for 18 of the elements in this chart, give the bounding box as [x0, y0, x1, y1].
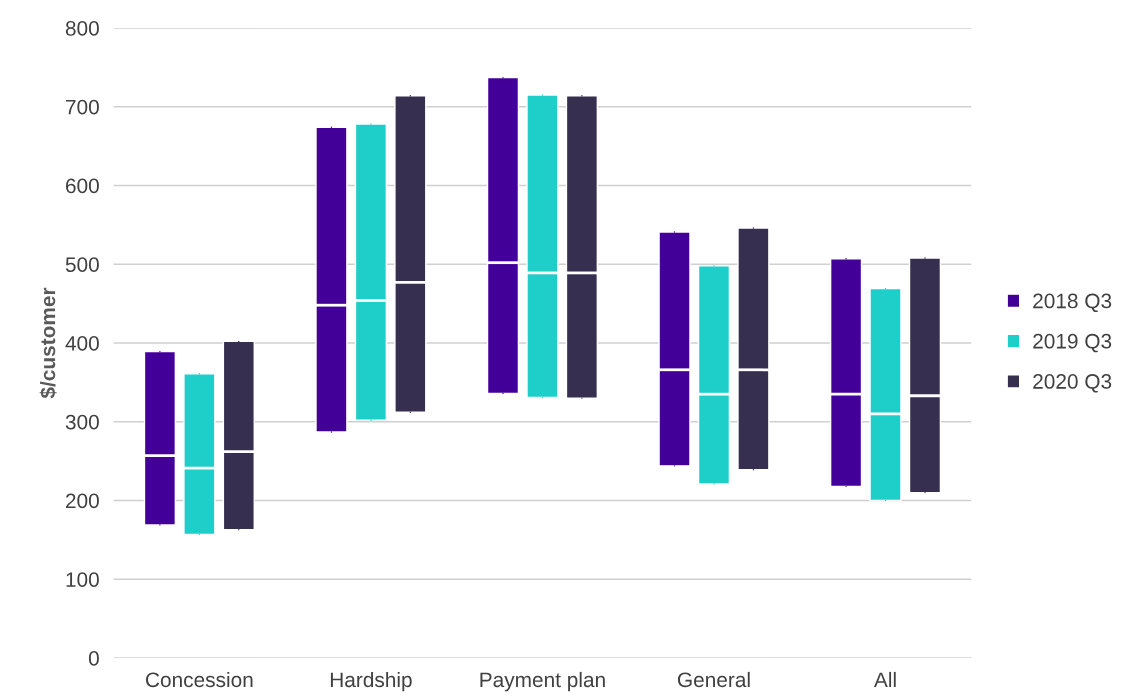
y-tick-label: 300: [65, 414, 99, 430]
y-tick-label: 100: [66, 572, 99, 587]
x-tick-label: Payment plan: [480, 671, 605, 692]
y-tick-label: 600: [66, 178, 99, 194]
y-tick-label: 400: [65, 336, 99, 351]
legend-label: 2018 Q3: [1033, 293, 1112, 313]
legend-label: 2020 Q3: [1033, 374, 1112, 393]
x-tick-label: Concession: [146, 671, 253, 688]
y-tick-label: 800: [65, 21, 99, 36]
y-tick-label: 0: [88, 651, 99, 666]
x-tick-label: Hardship: [330, 671, 412, 692]
x-tick-label: All: [873, 671, 896, 687]
y-axis-title: $/customer: [39, 287, 57, 399]
y-tick-label: 700: [66, 99, 99, 115]
y-tick-label: 500: [65, 257, 99, 272]
legend-label: 2019 Q3: [1033, 333, 1112, 353]
y-tick-label: 200: [66, 493, 99, 509]
x-tick-label: General: [677, 671, 750, 688]
